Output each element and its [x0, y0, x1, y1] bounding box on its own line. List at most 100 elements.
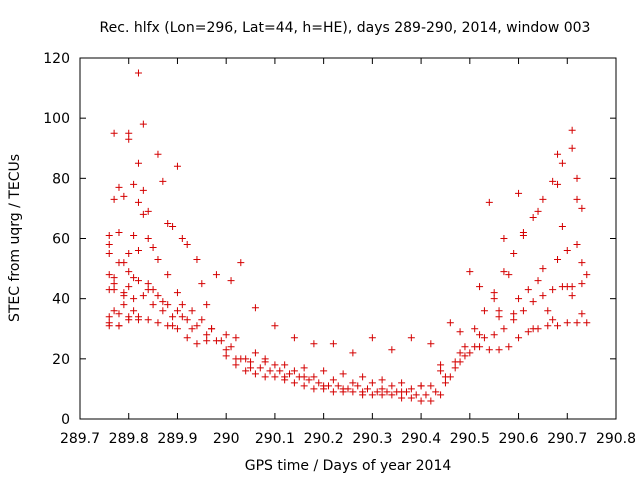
data-point — [281, 361, 289, 369]
data-point — [125, 316, 133, 324]
data-point — [554, 322, 562, 330]
data-point — [378, 391, 386, 399]
data-point — [524, 286, 532, 294]
data-point — [110, 307, 118, 315]
data-point — [125, 250, 133, 258]
data-point — [188, 325, 196, 333]
data-point — [349, 379, 357, 387]
data-point — [227, 343, 235, 351]
data-point — [451, 358, 459, 366]
data-point — [222, 346, 230, 354]
y-tick-label: 0 — [61, 412, 70, 428]
data-point — [339, 388, 347, 396]
data-point — [495, 307, 503, 315]
data-point — [515, 334, 523, 342]
data-point — [256, 364, 264, 372]
y-tick-label: 80 — [52, 171, 70, 187]
data-point — [329, 376, 337, 384]
data-point — [515, 189, 523, 197]
data-point — [500, 235, 508, 242]
data-point — [193, 256, 201, 264]
data-point — [125, 283, 133, 291]
data-point — [144, 280, 152, 288]
data-point — [183, 241, 191, 249]
x-axis-label: GPS time / Days of year 2014 — [245, 458, 452, 474]
data-point — [310, 340, 318, 348]
data-point — [378, 376, 386, 384]
data-point — [139, 120, 147, 128]
data-point — [544, 322, 552, 330]
y-tick-label: 40 — [52, 292, 70, 308]
data-point — [451, 364, 459, 372]
data-point — [164, 322, 172, 330]
data-point — [402, 388, 410, 396]
data-point — [203, 337, 211, 345]
data-point — [154, 319, 162, 327]
data-point — [549, 177, 557, 185]
data-point — [139, 186, 147, 194]
data-point — [349, 349, 357, 357]
data-point — [227, 277, 235, 285]
data-point — [388, 391, 396, 399]
data-point — [159, 307, 167, 315]
data-point — [251, 349, 259, 357]
data-point — [573, 195, 581, 203]
data-point — [217, 337, 225, 345]
data-point — [373, 388, 381, 396]
data-point — [144, 316, 152, 324]
data-point — [115, 310, 123, 318]
data-point — [510, 310, 518, 318]
data-point — [134, 159, 142, 167]
y-tick-label: 60 — [52, 232, 70, 248]
data-point — [105, 313, 113, 321]
data-point — [398, 379, 406, 387]
data-points — [105, 69, 591, 405]
data-point — [485, 198, 493, 206]
data-point — [578, 259, 586, 267]
x-tick-label: 289.8 — [109, 431, 149, 447]
data-point — [183, 334, 191, 342]
data-point — [276, 367, 284, 375]
data-point — [159, 298, 167, 306]
x-tick-label: 290.3 — [352, 431, 392, 447]
data-point — [456, 328, 464, 336]
data-point — [315, 379, 323, 387]
data-point — [461, 352, 469, 360]
data-point — [490, 289, 498, 297]
data-point — [115, 228, 123, 236]
data-point — [173, 325, 181, 333]
data-point — [300, 382, 308, 390]
data-point — [407, 334, 415, 342]
data-point — [149, 301, 157, 309]
data-point — [271, 373, 279, 381]
data-point — [159, 177, 167, 185]
data-point — [130, 295, 138, 303]
plot-frame — [79, 57, 617, 420]
data-point — [134, 69, 142, 77]
data-point — [154, 292, 162, 300]
data-point — [490, 331, 498, 339]
axis-ticks — [79, 57, 617, 420]
data-point — [134, 313, 142, 321]
data-point — [169, 313, 177, 321]
data-point — [495, 313, 503, 321]
data-point — [105, 231, 113, 239]
data-point — [134, 198, 142, 206]
data-point — [583, 319, 591, 327]
data-point — [500, 268, 508, 276]
data-point — [471, 343, 479, 351]
data-point — [554, 180, 562, 188]
data-point — [193, 322, 201, 330]
data-point — [368, 334, 376, 342]
data-point — [568, 144, 576, 152]
data-point — [164, 271, 172, 279]
data-point — [130, 274, 138, 282]
data-point — [169, 222, 177, 230]
y-tick-labels: 0 20 40 60 80 100 120 — [43, 51, 70, 428]
data-point — [432, 388, 440, 396]
data-point — [422, 391, 430, 399]
data-point — [198, 316, 206, 324]
data-point — [320, 385, 328, 393]
y-tick-label: 120 — [43, 51, 70, 67]
